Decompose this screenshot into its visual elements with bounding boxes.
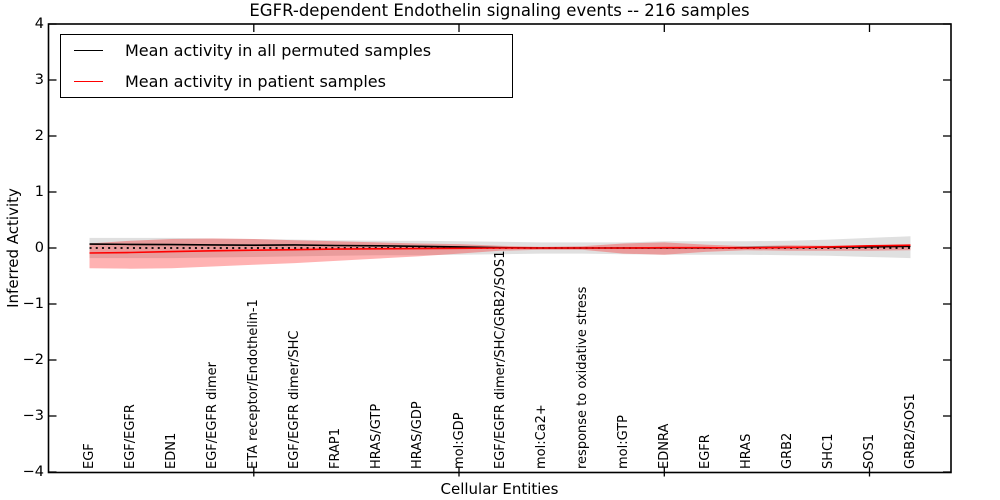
legend-line-patient-icon	[74, 81, 103, 82]
legend-entry-permuted: Mean activity in all permuted samples	[61, 41, 512, 60]
x-category-label: HRAS	[738, 433, 754, 469]
x-category-label: response to oxidative stress	[574, 286, 590, 469]
x-category-label: EGF	[82, 443, 98, 469]
x-category-label: SOS1	[862, 433, 877, 469]
y-tick-label: −2	[22, 352, 44, 368]
y-tick-label: 2	[34, 128, 44, 144]
patient-mean-line	[89, 244, 911, 254]
x-category-label: EGF/EGFR	[123, 404, 139, 469]
y-tick-label: 4	[34, 16, 44, 32]
chart-title: EGFR-dependent Endothelin signaling even…	[249, 1, 750, 20]
x-category-label: mol:GDP	[451, 412, 467, 469]
y-tick-label: −3	[22, 408, 44, 424]
y-tick-label: 3	[34, 72, 44, 88]
x-category-label: EGF/EGFR dimer	[205, 362, 221, 469]
x-category-label: EDNRA	[656, 423, 672, 469]
y-tick-label: −4	[22, 464, 44, 480]
x-axis-label: Cellular Entities	[440, 480, 559, 498]
legend-label-permuted: Mean activity in all permuted samples	[125, 41, 432, 60]
x-category-label: SHC1	[820, 433, 836, 469]
legend-label-patient: Mean activity in patient samples	[125, 72, 386, 91]
x-category-label: EGF/EGFR dimer/SHC	[287, 330, 303, 469]
band-patient	[89, 238, 911, 269]
x-category-label: ETA receptor/Endothelin-1	[246, 299, 262, 469]
legend-entry-patient: Mean activity in patient samples	[61, 72, 512, 91]
legend-line-permuted-icon	[74, 50, 103, 51]
y-tick-label: 1	[34, 184, 44, 200]
x-category-label: HRAS/GDP	[410, 401, 426, 469]
x-category-label: EGF/EGFR dimer/SHC/GRB2/SOS1	[492, 250, 508, 470]
x-category-label: HRAS/GTP	[369, 403, 385, 469]
y-tick-label: −1	[22, 296, 44, 312]
y-tick-label: 0	[34, 240, 44, 256]
legend: Mean activity in all permuted samples Me…	[60, 34, 513, 98]
x-category-label: mol:GTP	[615, 415, 631, 469]
x-category-label: GRB2/SOS1	[903, 393, 919, 469]
x-category-label: EDN1	[164, 432, 180, 469]
x-category-label: FRAP1	[328, 428, 344, 469]
x-category-label: GRB2	[779, 432, 795, 469]
x-category-label: EGFR	[697, 434, 713, 469]
x-category-label: mol:Ca2+	[533, 404, 549, 469]
